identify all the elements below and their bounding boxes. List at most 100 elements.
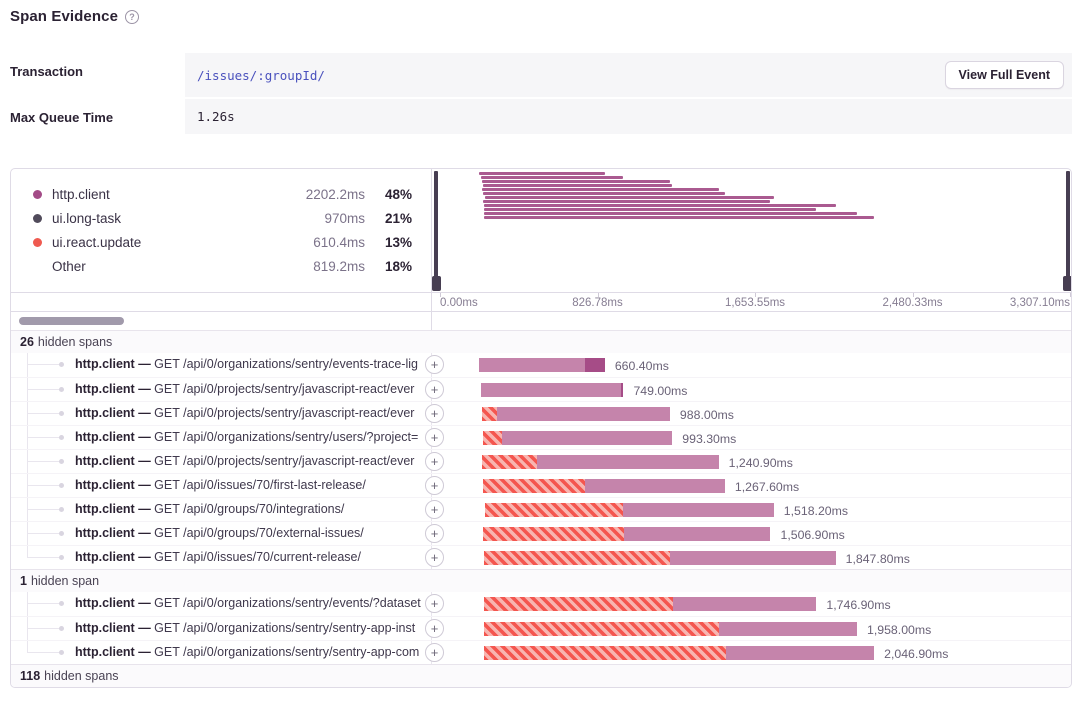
hidden-spans-count: 26 [20,335,34,349]
axis-tick-label: 826.78ms [572,297,623,309]
axis-tick-label: 2,480.33ms [882,297,943,309]
span-row-left: http.client — GET /api/0/organizations/s… [11,641,432,664]
span-row: http.client — GET /api/0/organizations/s… [11,425,1071,449]
hidden-spans-row[interactable]: 26 hidden spans [11,330,1071,353]
plus-icon: + [430,477,439,493]
minimap-right-grip[interactable] [1063,276,1071,291]
span-title: http.client — GET /api/0/organizations/s… [75,596,423,610]
span-row-right: 1,506.90ms [432,522,1071,545]
tree-vertical-connector [27,353,28,377]
expand-span-button[interactable]: + [425,355,444,374]
span-duration-label: 1,267.60ms [734,480,800,494]
scrollbar-row-right [432,312,1071,330]
plus-icon: + [430,356,439,372]
trace-minimap[interactable] [432,169,1071,292]
tree-node-dot [59,555,64,560]
span-duration-label: 1,746.90ms [826,598,891,612]
tree-horizontal-connector [27,389,61,390]
axis-tick-label: 1,653.55ms [724,297,786,309]
span-bar-hatch-overlay [483,551,671,565]
minimap-span-bar [480,176,624,179]
scrollbar-row [11,312,1071,330]
expand-span-button[interactable]: + [425,643,444,662]
span-duration-bar[interactable] [480,383,624,397]
plus-icon: + [430,525,439,541]
span-row-right: 1,847.80ms [432,546,1071,569]
span-duration-bar[interactable] [482,455,719,469]
span-row: http.client — GET /api/0/groups/70/exter… [11,521,1071,545]
span-duration-bar[interactable] [484,503,774,517]
view-full-event-button[interactable]: View Full Event [944,61,1064,89]
legend-op-name: ui.long-task [52,210,122,226]
expand-span-button[interactable]: + [425,594,444,613]
hidden-spans-row[interactable]: 118 hidden spans [11,664,1071,687]
span-duration-bar[interactable] [484,622,857,636]
tree-horizontal-connector [27,364,61,365]
span-title: http.client — GET /api/0/organizations/s… [75,621,423,635]
max-queue-time-value-box: 1.26s [185,99,1072,134]
span-description: GET /api/0/projects/sentry/javascript-re… [154,454,415,468]
span-duration-label: 2,046.90ms [884,647,949,661]
span-row-right: 1,240.90ms [432,450,1071,473]
span-duration-bar[interactable] [483,597,817,611]
minimap-span-bar [484,216,875,219]
op-breakdown-legend: http.client 2202.2ms 48% ui.long-task 97… [11,169,432,292]
hidden-spans-row[interactable]: 1 hidden span [11,569,1071,592]
time-axis-row: 0.00ms 826.78ms 1,653.55ms 2,480.33ms 3,307.… [11,292,1071,312]
axis-tick-label: 3,307.10ms [1009,297,1070,309]
span-row: http.client — GET /api/0/issues/70/curre… [11,545,1071,569]
span-row-left: http.client — GET /api/0/projects/sentry… [11,450,432,473]
horizontal-scrollbar-thumb[interactable] [19,317,124,325]
span-duration-bar[interactable] [483,431,673,445]
span-bar-hatch-overlay [483,431,502,445]
expand-span-button[interactable]: + [425,548,444,567]
expand-span-button[interactable]: + [425,500,444,519]
span-row-right: 1,958.00ms [432,617,1071,640]
span-op: http.client [75,502,135,516]
span-duration-bar[interactable] [481,407,670,421]
tree-node-dot [59,362,64,367]
expand-span-button[interactable]: + [425,380,444,399]
span-duration-bar[interactable] [479,358,605,372]
span-description: GET /api/0/issues/70/first-last-release/ [154,478,366,492]
help-icon[interactable]: ? [125,9,140,24]
tree-horizontal-connector [27,557,61,558]
tree-horizontal-connector [27,628,61,629]
span-row: http.client — GET /api/0/organizations/s… [11,592,1071,616]
span-separator: — [134,430,155,444]
span-row-left: http.client — GET /api/0/organizations/s… [11,592,432,616]
span-row: http.client — GET /api/0/organizations/s… [11,640,1071,664]
expand-span-button[interactable]: + [425,619,444,638]
expand-span-button[interactable]: + [425,428,444,447]
minimap-left-handle[interactable] [432,171,441,291]
span-separator: — [134,382,155,396]
expand-span-button[interactable]: + [425,524,444,543]
minimap-span-bar [483,200,771,203]
span-duration-bar[interactable] [483,479,725,493]
expand-span-button[interactable]: + [425,404,444,423]
span-title: http.client — GET /api/0/projects/sentry… [75,406,423,420]
span-row-left: http.client — GET /api/0/organizations/s… [11,426,432,449]
tree-node-dot [59,507,64,512]
tree-node-dot [59,650,64,655]
span-title: http.client — GET /api/0/groups/70/exter… [75,526,423,540]
plus-icon: + [430,549,439,565]
expand-span-button[interactable]: + [425,476,444,495]
expand-span-button[interactable]: + [425,452,444,471]
span-title: http.client — GET /api/0/organizations/s… [75,645,423,659]
minimap-left-grip[interactable] [432,276,441,291]
legend-duration: 819.2ms [313,258,365,274]
hidden-spans-count: 1 [20,574,27,588]
span-op: http.client [75,550,135,564]
minimap-right-handle[interactable] [1063,171,1071,291]
transaction-label: Transaction [10,64,83,79]
legend-op-name: Other [52,258,86,274]
span-duration-bar[interactable] [483,551,836,565]
span-duration-bar[interactable] [483,527,771,541]
span-row-right: 993.30ms [432,426,1071,449]
max-queue-time-label: Max Queue Time [10,110,114,125]
max-queue-time-value: 1.26s [197,109,235,124]
legend-item: http.client 2202.2ms 48% [11,182,431,206]
plus-icon: + [430,620,439,636]
span-duration-bar[interactable] [484,646,875,660]
